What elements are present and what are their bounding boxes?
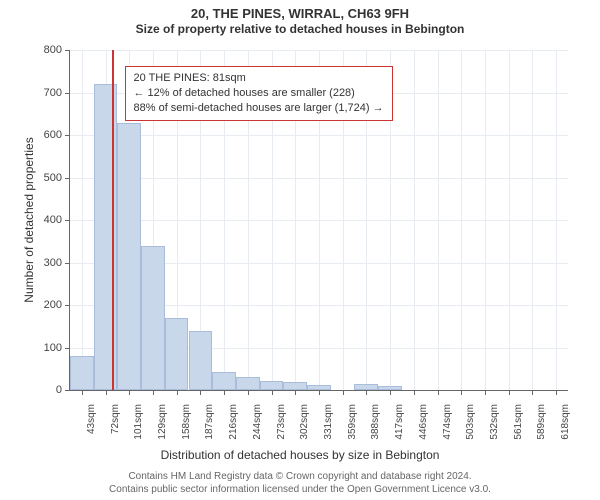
y-axis-line — [69, 50, 70, 390]
histogram-bar — [141, 246, 165, 390]
gridline-v — [532, 50, 533, 390]
plot-surface: 20 THE PINES: 81sqm← 12% of detached hou… — [70, 50, 568, 390]
x-tick-label: 446sqm — [418, 400, 429, 440]
address-title: 20, THE PINES, WIRRAL, CH63 9FH — [0, 6, 600, 22]
footer-line-2: Contains public sector information licen… — [0, 483, 600, 496]
histogram-bar — [236, 377, 260, 390]
x-tick-label: 302sqm — [299, 400, 310, 440]
x-tick-label: 359sqm — [347, 400, 358, 440]
x-tick-label: 216sqm — [228, 400, 239, 440]
histogram-bar — [212, 372, 236, 390]
x-tick-label: 417sqm — [394, 400, 405, 440]
histogram-bar — [117, 123, 141, 390]
histogram-bar — [283, 382, 307, 390]
subtitle: Size of property relative to detached ho… — [0, 22, 600, 37]
gridline-v — [556, 50, 557, 390]
gridline-v — [414, 50, 415, 390]
histogram-bar — [260, 381, 284, 390]
annotation-line: ← 12% of detached houses are smaller (22… — [134, 86, 384, 101]
chart-plot-area: 20 THE PINES: 81sqm← 12% of detached hou… — [70, 50, 568, 390]
annotation-line: 20 THE PINES: 81sqm — [134, 71, 384, 86]
x-tick-label: 561sqm — [513, 400, 524, 440]
x-axis-label: Distribution of detached houses by size … — [0, 448, 600, 462]
x-axis-line — [70, 390, 568, 391]
x-tick-label: 589sqm — [536, 400, 547, 440]
x-tick-label: 273sqm — [276, 400, 287, 440]
annotation-box: 20 THE PINES: 81sqm← 12% of detached hou… — [125, 66, 393, 121]
x-tick-label: 474sqm — [442, 400, 453, 440]
histogram-bar — [189, 331, 213, 390]
footer-line-1: Contains HM Land Registry data © Crown c… — [0, 470, 600, 483]
x-tick-label: 503sqm — [465, 400, 476, 440]
x-tick-label: 331sqm — [323, 400, 334, 440]
y-axis-label: Number of detached properties — [22, 137, 36, 302]
chart-titles: 20, THE PINES, WIRRAL, CH63 9FH Size of … — [0, 0, 600, 37]
gridline-v — [485, 50, 486, 390]
x-tick-label: 532sqm — [489, 400, 500, 440]
x-tick-label: 72sqm — [110, 400, 121, 434]
property-marker-line — [112, 50, 114, 390]
x-tick-label: 618sqm — [560, 400, 571, 440]
x-tick-label: 388sqm — [370, 400, 381, 440]
gridline-v — [82, 50, 83, 390]
attribution-footer: Contains HM Land Registry data © Crown c… — [0, 470, 600, 496]
x-tick-label: 187sqm — [204, 400, 215, 440]
gridline-v — [461, 50, 462, 390]
annotation-line: 88% of semi-detached houses are larger (… — [134, 101, 384, 116]
x-tick-label: 244sqm — [252, 400, 263, 440]
x-tick-label: 129sqm — [157, 400, 168, 440]
gridline-v — [438, 50, 439, 390]
x-tick-label: 43sqm — [86, 400, 97, 434]
x-tick-label: 158sqm — [181, 400, 192, 440]
histogram-bar — [165, 318, 189, 390]
x-tick-label: 101sqm — [133, 400, 144, 440]
histogram-bar — [70, 356, 94, 390]
gridline-v — [509, 50, 510, 390]
